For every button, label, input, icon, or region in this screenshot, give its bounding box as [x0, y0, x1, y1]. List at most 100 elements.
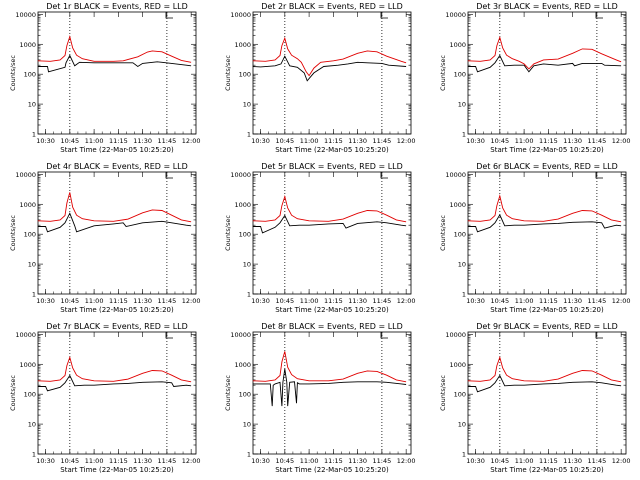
y-tick-label: 10000: [445, 331, 466, 339]
panel-8: Det 8r BLACK = Events, RED = LLD 1 10 100 10…: [224, 322, 416, 474]
corner-marker: [165, 332, 173, 339]
corner-marker: [595, 12, 603, 19]
x-tick-label: 11:15: [109, 297, 128, 305]
x-tick-label: 11:30: [348, 297, 367, 305]
series-line-events: [37, 54, 192, 73]
y-tick-label: 100: [239, 391, 251, 399]
y-tick-label: 1000: [449, 361, 466, 369]
series-line-events: [252, 55, 407, 82]
x-axis-label: Start Time (22-Mar-05 10:25:20): [275, 146, 389, 154]
x-tick-label: 12:00: [397, 137, 416, 145]
x-tick-label: 11:15: [109, 457, 128, 465]
x-tick-label: 12:00: [182, 457, 201, 465]
x-tick-label: 11:00: [515, 137, 534, 145]
y-tick-label: 1000: [19, 201, 36, 209]
corner-marker: [595, 332, 603, 339]
x-tick-label: 11:45: [158, 297, 177, 305]
x-tick-label: 11:30: [563, 457, 582, 465]
y-tick-label: 10000: [15, 11, 36, 19]
y-tick-label: 100: [239, 71, 251, 79]
x-axis-label: Start Time (22-Mar-05 10:25:20): [60, 146, 174, 154]
y-tick-label: 1: [462, 131, 466, 139]
plot-frame: [37, 11, 197, 135]
y-tick-label: 100: [24, 391, 36, 399]
y-tick-label: 1: [247, 131, 251, 139]
corner-marker: [380, 172, 388, 179]
y-axis-label: Counts/sec: [9, 215, 17, 251]
y-tick-label: 100: [239, 231, 251, 239]
series-line-lld: [252, 194, 407, 223]
y-tick-label: 1: [247, 291, 251, 299]
y-tick-label: 1: [32, 291, 36, 299]
x-tick-label: 11:15: [539, 457, 558, 465]
x-tick-label: 11:15: [539, 137, 558, 145]
series-line-events: [467, 213, 622, 233]
y-tick-label: 100: [24, 231, 36, 239]
x-tick-label: 10:45: [490, 457, 509, 465]
panel-9: Det 9r BLACK = Events, RED = LLD 1 10 100 10…: [439, 322, 631, 474]
y-tick-label: 1: [462, 451, 466, 459]
y-tick-label: 10: [28, 421, 36, 429]
corner-marker: [595, 172, 603, 179]
y-tick-label: 100: [454, 391, 466, 399]
x-axis-label: Start Time (22-Mar-05 10:25:20): [275, 466, 389, 474]
y-tick-label: 10000: [445, 171, 466, 179]
x-tick-label: 11:00: [515, 297, 534, 305]
plot-frame: [467, 11, 627, 135]
series-line-lld: [467, 355, 622, 383]
x-tick-label: 11:30: [133, 297, 152, 305]
x-tick-label: 12:00: [612, 137, 631, 145]
y-tick-label: 10: [243, 421, 251, 429]
x-tick-label: 10:45: [490, 297, 509, 305]
x-axis-label: Start Time (22-Mar-05 10:25:20): [490, 146, 604, 154]
x-tick-label: 10:45: [60, 297, 79, 305]
chart-title: Det 7r BLACK = Events, RED = LLD: [46, 322, 188, 331]
x-tick-label: 12:00: [397, 457, 416, 465]
panel-6: Det 6r BLACK = Events, RED = LLD 1 10 100 10…: [439, 162, 631, 314]
y-tick-label: 10: [458, 421, 466, 429]
y-axis-label: Counts/sec: [224, 55, 232, 91]
x-tick-label: 10:30: [466, 457, 485, 465]
x-tick-label: 11:45: [373, 137, 392, 145]
x-tick-label: 10:30: [466, 137, 485, 145]
x-axis-label: Start Time (22-Mar-05 10:25:20): [490, 466, 604, 474]
x-tick-label: 11:30: [133, 457, 152, 465]
x-tick-label: 10:30: [36, 297, 55, 305]
x-tick-label: 10:45: [275, 137, 294, 145]
x-tick-label: 11:15: [539, 297, 558, 305]
series-line-events: [37, 212, 192, 233]
y-tick-label: 1000: [449, 41, 466, 49]
x-axis-label: Start Time (22-Mar-05 10:25:20): [60, 306, 174, 314]
x-tick-label: 10:30: [251, 457, 270, 465]
y-axis-label: Counts/sec: [439, 375, 447, 411]
y-tick-label: 1: [32, 451, 36, 459]
x-tick-label: 12:00: [182, 137, 201, 145]
x-tick-label: 10:30: [466, 297, 485, 305]
corner-marker: [165, 172, 173, 179]
y-tick-label: 1000: [234, 361, 251, 369]
series-line-events: [252, 214, 407, 234]
y-tick-label: 10000: [15, 331, 36, 339]
corner-marker: [165, 12, 173, 19]
x-tick-label: 10:30: [251, 137, 270, 145]
x-tick-label: 11:00: [300, 297, 319, 305]
chart-title: Det 6r BLACK = Events, RED = LLD: [476, 162, 618, 171]
x-tick-label: 10:45: [490, 137, 509, 145]
x-tick-label: 12:00: [612, 297, 631, 305]
y-tick-label: 10: [243, 101, 251, 109]
plot-frame: [37, 171, 197, 295]
x-tick-label: 11:00: [300, 457, 319, 465]
chart-title: Det 5r BLACK = Events, RED = LLD: [261, 162, 403, 171]
x-tick-label: 11:15: [324, 137, 343, 145]
x-tick-label: 11:00: [515, 457, 534, 465]
y-tick-label: 10: [28, 101, 36, 109]
y-tick-label: 1000: [234, 41, 251, 49]
x-tick-label: 11:00: [85, 297, 104, 305]
x-tick-label: 11:30: [563, 137, 582, 145]
y-tick-label: 1: [462, 291, 466, 299]
x-axis-label: Start Time (22-Mar-05 10:25:20): [275, 306, 389, 314]
y-tick-label: 100: [24, 71, 36, 79]
x-tick-label: 11:15: [324, 457, 343, 465]
x-tick-label: 10:30: [36, 457, 55, 465]
panel-2: Det 2r BLACK = Events, RED = LLD 1 10 100 10…: [224, 2, 416, 154]
